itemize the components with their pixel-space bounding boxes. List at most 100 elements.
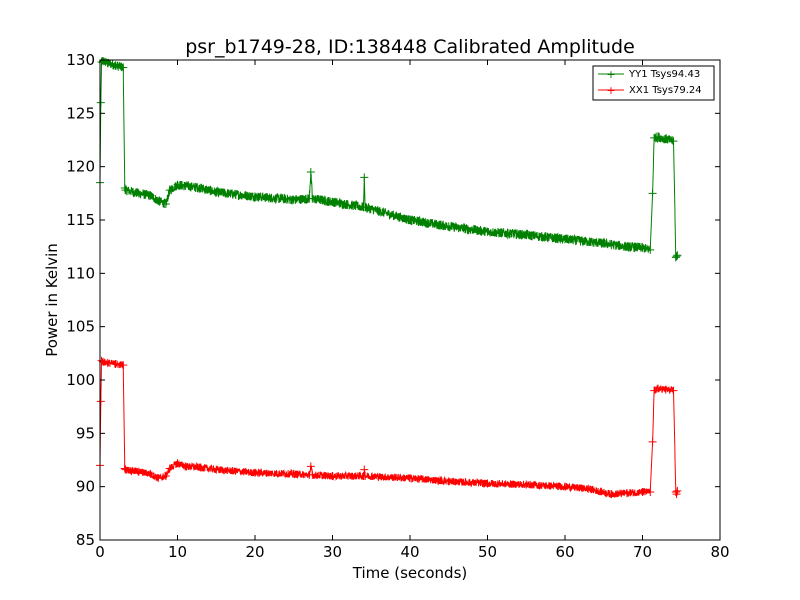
data-point — [111, 360, 120, 368]
data-point — [360, 465, 369, 474]
data-point — [251, 192, 259, 201]
x-tick-label-60: 60 — [555, 543, 574, 561]
data-point — [673, 251, 682, 260]
legend-label-yy1: YY1 Tsys94.43 — [628, 69, 700, 80]
data-point — [444, 477, 453, 486]
x-tick-label-80: 80 — [710, 543, 729, 561]
data-point — [328, 197, 337, 206]
data-point — [661, 134, 670, 143]
data-point — [119, 361, 128, 370]
data-point — [646, 488, 655, 496]
data-point — [406, 474, 414, 483]
data-point — [561, 482, 569, 491]
data-point — [661, 385, 670, 394]
data-point — [648, 437, 657, 446]
y-tick-label-130: 130 — [66, 51, 95, 69]
data-point — [648, 189, 657, 198]
data-point — [154, 196, 163, 205]
data-point — [212, 465, 221, 474]
data-point — [671, 253, 680, 262]
data-point — [173, 180, 182, 189]
data-point — [119, 63, 128, 72]
data-point — [161, 200, 170, 208]
chart-title: psr_b1749-28, ID:138448 Calibrated Ampli… — [185, 36, 635, 58]
data-point — [289, 195, 298, 204]
data-point — [181, 462, 190, 471]
data-point — [96, 98, 105, 107]
data-point — [623, 489, 631, 498]
legend-marker-yy1: + — [606, 68, 615, 81]
data-point — [154, 474, 163, 483]
y-tick-label-90: 90 — [76, 478, 95, 496]
x-tick-label-40: 40 — [400, 543, 419, 561]
x-tick-label-10: 10 — [168, 543, 187, 561]
data-point — [146, 469, 155, 478]
legend-box — [592, 65, 715, 101]
data-point — [483, 479, 492, 488]
y-tick-label-125: 125 — [66, 104, 95, 122]
data-point — [522, 230, 531, 239]
data-point — [673, 486, 682, 495]
data-point — [328, 472, 337, 480]
data-point — [671, 488, 680, 496]
x-tick-label-30: 30 — [323, 543, 342, 561]
data-point — [599, 239, 608, 248]
series-layer — [96, 56, 682, 499]
y-tick-label-95: 95 — [76, 424, 95, 442]
data-point — [584, 484, 593, 493]
legend-label-xx1: XX1 Tsys79.24 — [629, 85, 702, 96]
legend: + YY1 Tsys94.43 + XX1 Tsys79.24 — [592, 65, 715, 101]
data-point — [173, 459, 182, 468]
y-axis-label: Power in Kelvin — [43, 243, 61, 357]
data-point — [134, 467, 143, 476]
data-point — [97, 58, 106, 67]
series-xx1 — [96, 356, 682, 499]
data-point — [646, 245, 655, 254]
data-point — [522, 480, 531, 489]
data-point — [103, 59, 112, 68]
data-point — [638, 243, 647, 252]
data-point — [306, 168, 315, 176]
data-point — [406, 216, 414, 224]
x-axis-label: Time (seconds) — [352, 564, 468, 582]
series-yy1 — [96, 56, 682, 262]
data-point — [165, 186, 174, 195]
data-point — [361, 472, 370, 480]
x-tick-label-0: 0 — [95, 543, 105, 561]
data-point — [638, 488, 647, 496]
data-point — [444, 222, 453, 231]
data-point — [96, 397, 105, 406]
y-tick-label-120: 120 — [66, 158, 95, 176]
x-tick-label-70: 70 — [633, 543, 652, 561]
data-point — [483, 227, 492, 236]
data-point — [165, 464, 174, 473]
data-point — [120, 184, 129, 192]
data-point — [607, 490, 616, 499]
data-point — [669, 137, 678, 146]
data-point — [308, 194, 317, 203]
data-point — [623, 242, 631, 251]
series-line-1 — [99, 358, 678, 498]
ticks-layer: 0 10 20 30 40 50 60 70 80 85 90 95 100 105 110 115 120 12… — [66, 51, 729, 561]
plot-area — [100, 60, 720, 540]
data-point — [654, 132, 662, 141]
data-point — [361, 203, 370, 212]
data-point — [196, 184, 205, 192]
data-point — [306, 462, 315, 471]
data-point — [650, 133, 659, 142]
data-point — [672, 490, 681, 499]
data-point — [360, 173, 369, 182]
x-tick-label-50: 50 — [478, 543, 497, 561]
data-point — [308, 470, 317, 479]
y-tick-label-115: 115 — [66, 211, 95, 229]
y-tick-label-100: 100 — [66, 371, 95, 389]
data-point — [650, 386, 659, 395]
data-point — [121, 186, 130, 195]
x-tick-label-20: 20 — [245, 543, 264, 561]
data-point — [672, 252, 681, 261]
data-point — [561, 235, 569, 244]
data-point — [121, 465, 130, 474]
data-point — [654, 384, 662, 393]
y-tick-label-85: 85 — [76, 531, 95, 549]
